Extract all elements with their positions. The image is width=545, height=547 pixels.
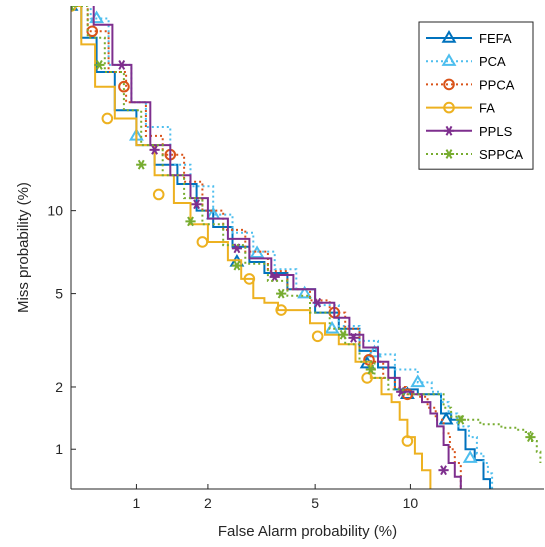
marker-sppca (276, 288, 287, 299)
marker-ppls (312, 297, 323, 308)
legend-label: PPLS (479, 124, 513, 139)
marker-sppca (185, 216, 196, 227)
series-line-pca (89, 6, 494, 489)
marker-sppca (455, 414, 466, 425)
marker-sppca (94, 60, 105, 70)
series-layer (71, 6, 542, 489)
marker-ppls (438, 465, 449, 476)
marker-fa (311, 330, 324, 343)
legend-item-pca: PCA (426, 53, 506, 69)
marker-sppca (338, 329, 349, 340)
x-tick-label: 10 (403, 495, 419, 511)
marker-ppls (348, 332, 359, 343)
legend-item-ppca: PPCA (426, 77, 515, 92)
marker-fa (361, 372, 373, 384)
marker-fa (101, 112, 114, 125)
marker-fefa (438, 411, 454, 425)
legend-item-fefa: FEFA (426, 30, 512, 46)
series-fa (71, 6, 432, 489)
legend-label: FA (479, 101, 495, 116)
marker-fa (401, 435, 414, 447)
y-tick-label: 2 (55, 379, 63, 395)
legend-marker (443, 149, 455, 159)
marker-ppca (118, 80, 130, 93)
marker-fa (275, 304, 287, 316)
marker-ppls (191, 199, 202, 210)
marker-fa (196, 236, 209, 248)
marker-fa (152, 188, 165, 201)
marker-ppls (116, 60, 127, 70)
marker-sppca (525, 432, 536, 443)
marker-sppca (231, 260, 243, 271)
y-axis-label: Miss probability (%) (15, 182, 32, 313)
marker-pca (462, 450, 478, 463)
x-tick-label: 2 (204, 495, 212, 511)
legend-label: FEFA (479, 31, 512, 46)
marker-pca (297, 285, 313, 299)
legend-item-fa: FA (426, 101, 495, 116)
y-tick-label: 5 (55, 286, 63, 302)
legend-marker (443, 125, 455, 136)
axes-layer: 1 2 5 10 1 2 5 10 (47, 6, 544, 511)
legend-item-sppca: SPPCA (426, 147, 523, 162)
legend-label: PPCA (479, 77, 515, 92)
legend-marker (441, 53, 457, 66)
legend-box (418, 21, 534, 170)
marker-ppls (149, 144, 160, 155)
marker-sppca (71, 6, 77, 11)
marker-fefa (399, 386, 415, 400)
x-axis-label: False Alarm probability (%) (218, 523, 397, 540)
series-pca (89, 6, 494, 489)
marker-ppls (269, 272, 280, 282)
marker-sppca (365, 364, 376, 375)
legend: FEFA PCA PPCA FA PPLS SPPCA (418, 21, 534, 170)
series-sppca (71, 6, 542, 463)
legend-item-ppls: PPLS (426, 124, 513, 139)
legend-label: PCA (479, 54, 506, 69)
legend-label: SPPCA (479, 147, 523, 162)
marker-pca (410, 374, 426, 388)
y-tick-label: 10 (47, 203, 63, 219)
marker-fa (243, 273, 256, 285)
x-tick-label: 1 (133, 495, 141, 511)
legend-marker (443, 101, 455, 114)
series-line-sppca (71, 6, 542, 463)
marker-sppca (136, 159, 147, 170)
x-tick-label: 5 (311, 495, 319, 511)
legend-marker (443, 78, 455, 91)
marker-ppca (363, 354, 375, 366)
y-tick-label: 1 (55, 441, 63, 457)
legend-marker (441, 30, 457, 43)
